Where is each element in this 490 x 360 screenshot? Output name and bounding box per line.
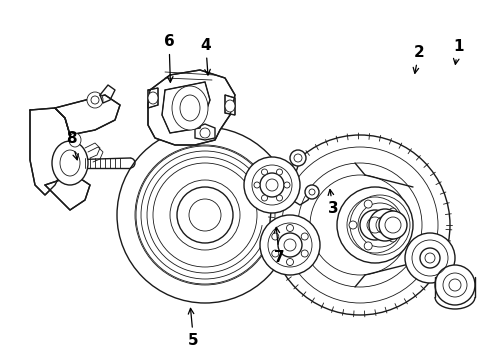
Polygon shape [148,70,235,145]
Ellipse shape [262,195,268,201]
Ellipse shape [389,234,397,242]
Ellipse shape [290,150,306,166]
Text: 2: 2 [413,45,424,73]
Ellipse shape [364,242,372,250]
Ellipse shape [270,135,450,315]
Ellipse shape [337,187,413,263]
Ellipse shape [272,250,279,257]
Text: 3: 3 [328,189,339,216]
Ellipse shape [379,211,407,239]
Text: 8: 8 [66,131,78,160]
Ellipse shape [276,195,283,201]
Ellipse shape [435,265,475,305]
Ellipse shape [301,233,308,240]
Polygon shape [162,82,210,133]
Text: 5: 5 [188,309,199,348]
Polygon shape [30,108,70,195]
Text: 4: 4 [200,37,211,75]
Ellipse shape [254,182,260,188]
Ellipse shape [225,100,235,112]
Ellipse shape [369,209,401,241]
Ellipse shape [284,182,290,188]
Ellipse shape [91,96,99,104]
Text: 6: 6 [164,34,174,82]
Ellipse shape [287,225,294,231]
Ellipse shape [260,215,320,275]
Ellipse shape [364,200,372,208]
Polygon shape [45,175,90,210]
Ellipse shape [148,92,158,104]
Polygon shape [225,95,235,115]
Ellipse shape [52,141,88,185]
Ellipse shape [60,150,80,176]
Ellipse shape [405,233,455,283]
Ellipse shape [180,95,200,121]
Ellipse shape [360,210,390,240]
Ellipse shape [260,173,284,197]
Ellipse shape [420,248,440,268]
Ellipse shape [272,233,279,240]
Ellipse shape [349,221,357,229]
Ellipse shape [262,169,268,175]
Ellipse shape [389,208,397,216]
Ellipse shape [305,185,319,199]
Ellipse shape [287,258,294,266]
Polygon shape [55,95,120,135]
Ellipse shape [69,133,81,147]
Ellipse shape [117,127,293,303]
Text: 1: 1 [453,39,464,64]
Ellipse shape [177,187,233,243]
Ellipse shape [244,157,300,213]
Ellipse shape [172,86,208,130]
Ellipse shape [276,169,283,175]
Ellipse shape [87,92,103,108]
Text: 7: 7 [274,228,285,265]
Ellipse shape [278,233,302,257]
Ellipse shape [301,250,308,257]
Polygon shape [148,88,158,108]
Polygon shape [195,124,215,140]
